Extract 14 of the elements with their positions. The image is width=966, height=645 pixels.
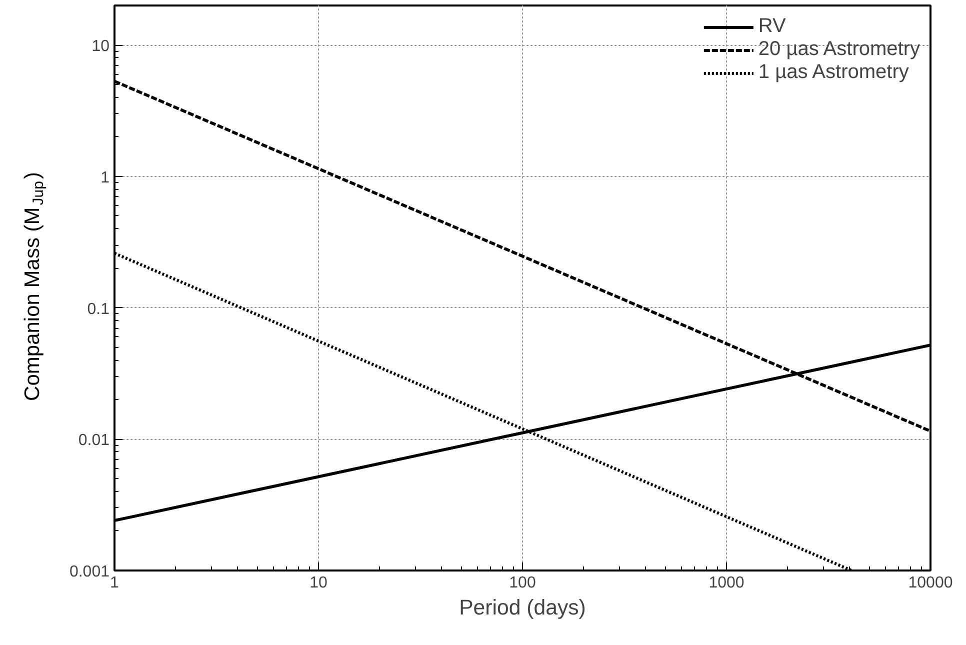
- legend-label: 20 µas Astrometry: [758, 38, 920, 61]
- y-tick-label: 0.001: [69, 564, 110, 580]
- y-tick-label: 10: [92, 38, 110, 56]
- x-tick-label: 1000: [708, 574, 744, 592]
- legend-label: RV: [758, 15, 786, 38]
- x-tick-label: 10000: [908, 574, 953, 592]
- x-axis-title: Period (days): [459, 596, 586, 620]
- x-tick-label: 100: [509, 574, 536, 592]
- legend-label: 1 µas Astrometry: [758, 61, 909, 84]
- y-tick-label: 0.01: [78, 432, 110, 450]
- x-tick-label: 10: [310, 574, 328, 592]
- y-tick-label: 1: [100, 169, 110, 186]
- y-tick-label: 0.1: [87, 300, 110, 318]
- y-axis-title: Companion Mass (MJup): [21, 172, 47, 401]
